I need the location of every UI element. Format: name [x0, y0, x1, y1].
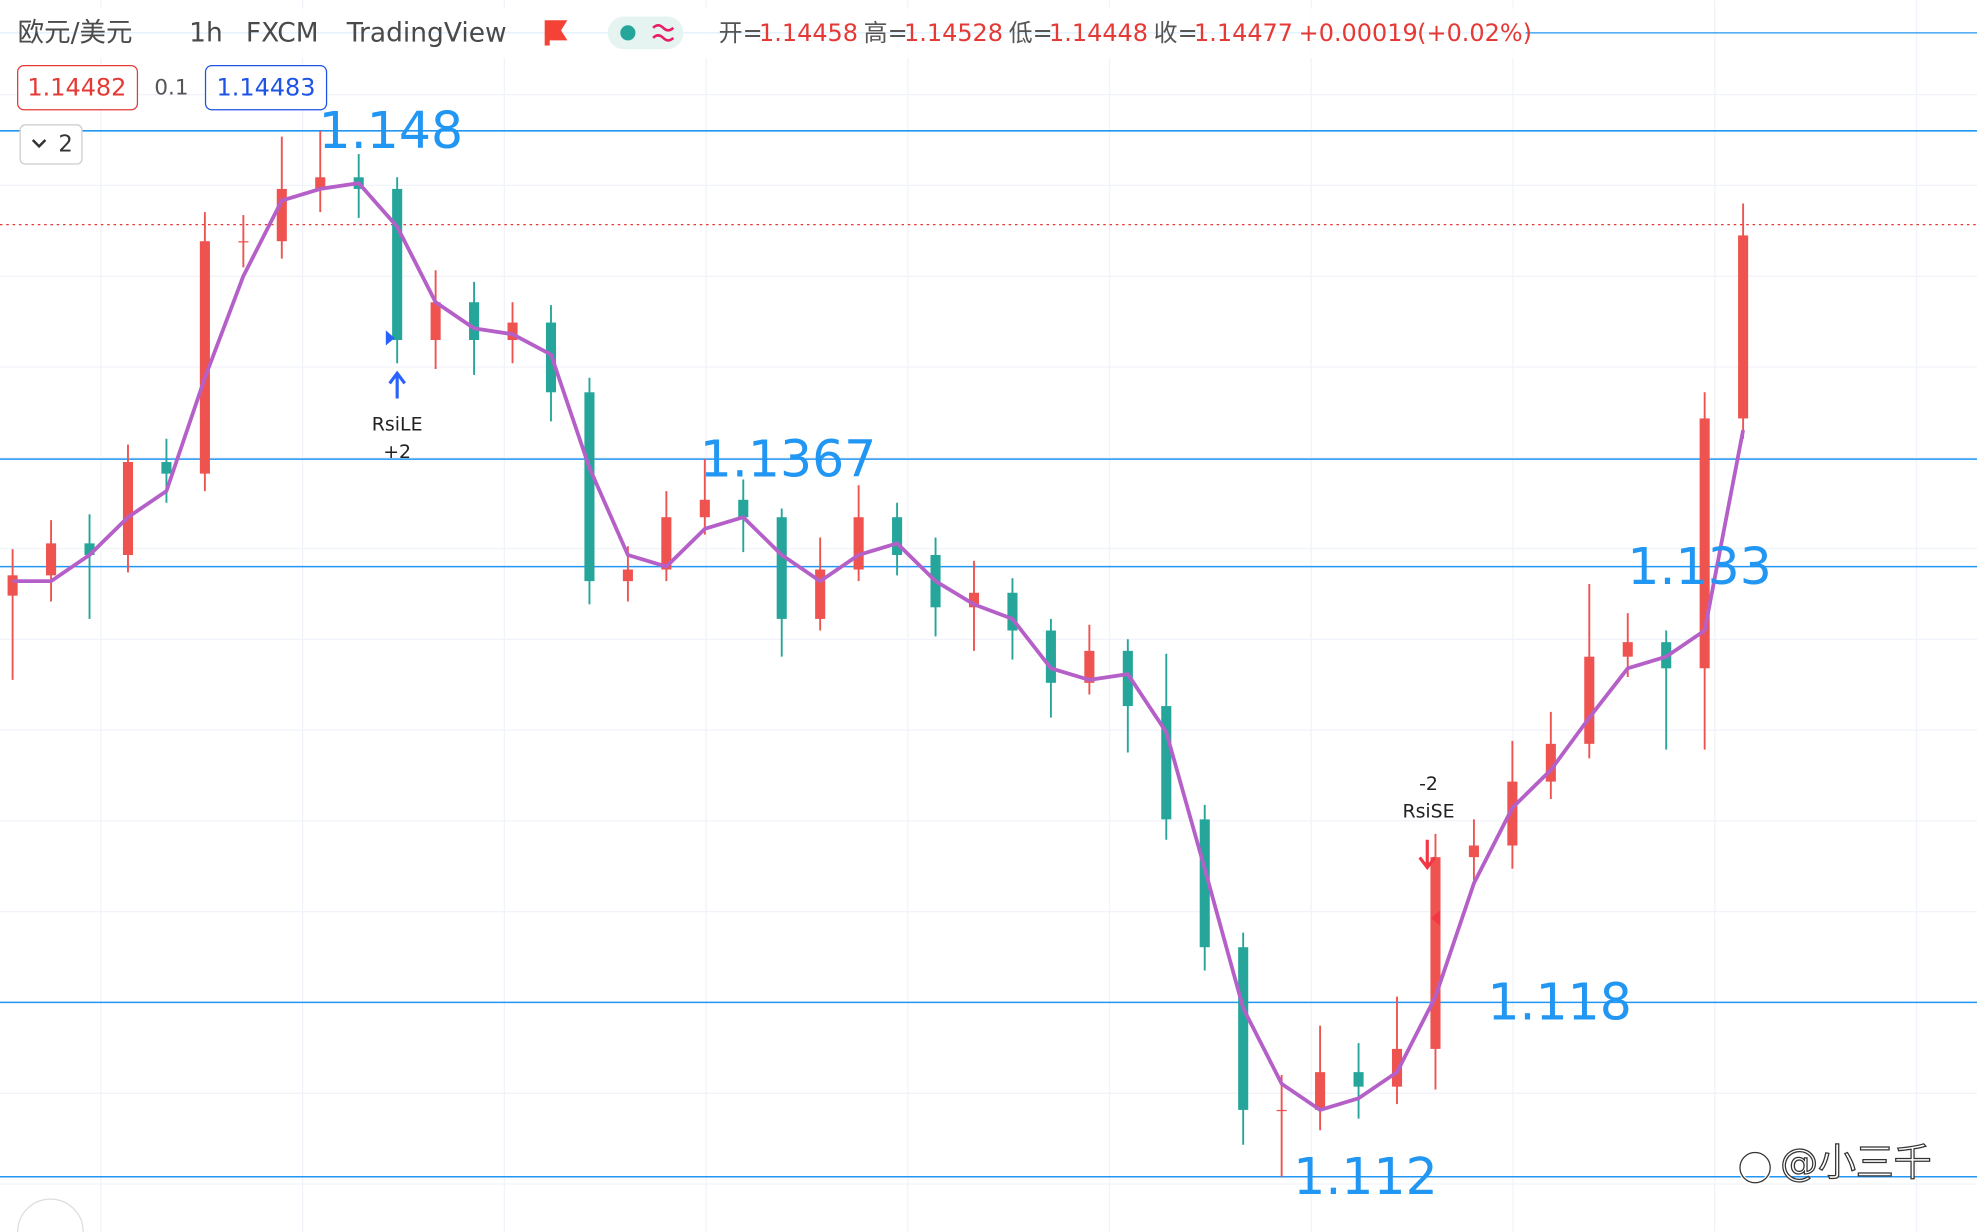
- ask: 1.14483: [217, 73, 316, 101]
- collapse-button[interactable]: [19, 124, 83, 165]
- plot: 1.148 1.1367 1.133 1.118 1.112: [0, 101, 1977, 1206]
- level-label: 1.118: [1487, 973, 1631, 1032]
- level-label: 1.112: [1293, 1147, 1437, 1206]
- candle-body: [1738, 235, 1749, 419]
- ohlc-label: 收=: [1154, 19, 1198, 47]
- flag-icon: [544, 20, 568, 46]
- source: TradingView: [346, 18, 507, 49]
- candle-body: [84, 543, 95, 555]
- sell-button[interactable]: [17, 65, 139, 111]
- candle-body: [1199, 819, 1210, 948]
- candle-body: [315, 177, 326, 189]
- candle-body: [815, 569, 826, 619]
- signal-qty: -2: [1419, 773, 1438, 795]
- candle-body: [1430, 857, 1441, 1049]
- candle-body: [161, 462, 172, 474]
- candle-body: [1161, 706, 1172, 820]
- candle-body: [430, 302, 441, 340]
- candle-body: [1122, 650, 1133, 707]
- candle-body: [199, 241, 210, 474]
- candle-body: [1353, 1072, 1364, 1087]
- candle-body: [584, 392, 595, 582]
- signal-qty: +2: [383, 441, 411, 463]
- short-arrow: [1418, 839, 1437, 871]
- candle-body: [776, 517, 787, 619]
- candle-body: [1468, 845, 1479, 858]
- chevron: [31, 139, 47, 149]
- candle-body: [1315, 1072, 1326, 1110]
- candle-body: [7, 575, 18, 596]
- corner-button[interactable]: [17, 1198, 84, 1232]
- candle-body: [892, 517, 903, 555]
- ohlc-value: 1.14528: [904, 19, 1003, 47]
- candle-body: [699, 499, 710, 518]
- candle-body: [1584, 656, 1595, 744]
- candle-body: [238, 241, 249, 243]
- candle-body: [1391, 1048, 1403, 1087]
- candle-body: [1045, 630, 1056, 683]
- candle-body: [1699, 418, 1710, 669]
- candle-body: [622, 569, 633, 582]
- candle-body: [1545, 743, 1556, 782]
- signal-triangle: [1431, 910, 1440, 926]
- watermark-icon: [1739, 1151, 1771, 1184]
- candle-body: [1507, 781, 1518, 846]
- bid: 1.14482: [27, 73, 126, 101]
- signal-name: RsiSE: [1402, 801, 1454, 823]
- candle-body: [276, 188, 287, 242]
- candle-body: [738, 499, 749, 518]
- moving-average: [12, 181, 1745, 1112]
- level-label: 1.148: [319, 101, 463, 160]
- ohlc-label: 高=: [864, 19, 908, 47]
- candle-body: [1622, 642, 1633, 657]
- candle-body: [507, 322, 518, 340]
- candle-body: [122, 462, 134, 555]
- exchange: FXCM: [246, 18, 319, 49]
- header-bg: [0, 7, 1526, 59]
- wave-icon: [652, 24, 675, 42]
- candle-body: [392, 188, 403, 340]
- watermark: @小三千: [1780, 1141, 1931, 1185]
- symbol: 欧元/美元: [18, 18, 133, 49]
- level-label: 1.133: [1627, 537, 1771, 596]
- candle-body: [1007, 592, 1018, 631]
- indicator-count: 2: [58, 132, 72, 158]
- change-pct: (+0.02%): [1417, 19, 1532, 47]
- candle-body: [1276, 1109, 1287, 1112]
- candle-body: [1084, 650, 1095, 683]
- candle-body: [469, 302, 480, 340]
- ohlc-label: 低=: [1009, 19, 1053, 47]
- candle-body: [46, 543, 57, 576]
- ohlc-value: 1.14448: [1049, 19, 1148, 47]
- change: +0.00019: [1299, 19, 1418, 47]
- status-dot: [620, 25, 636, 41]
- buy-button[interactable]: [204, 65, 328, 111]
- status-pill[interactable]: [607, 16, 684, 50]
- ohlc-label: 开=: [719, 19, 763, 47]
- signal-name: RsiLE: [372, 413, 423, 435]
- spread: 0.1: [154, 75, 188, 100]
- interval: 1h: [189, 18, 223, 49]
- ohlc-value: 1.14458: [759, 19, 858, 47]
- long-arrow: [388, 370, 406, 399]
- ohlc: 开=1.14458 高=1.14528 低=1.14448 收=1.14477: [719, 19, 1293, 47]
- candle-body: [1238, 947, 1249, 1110]
- ohlc-value: 1.14477: [1194, 19, 1293, 47]
- candle-body: [853, 517, 864, 570]
- signal-triangle: [385, 330, 395, 346]
- candle-body: [968, 592, 980, 608]
- candle-body: [661, 517, 672, 570]
- level-label: 1.1367: [700, 429, 876, 488]
